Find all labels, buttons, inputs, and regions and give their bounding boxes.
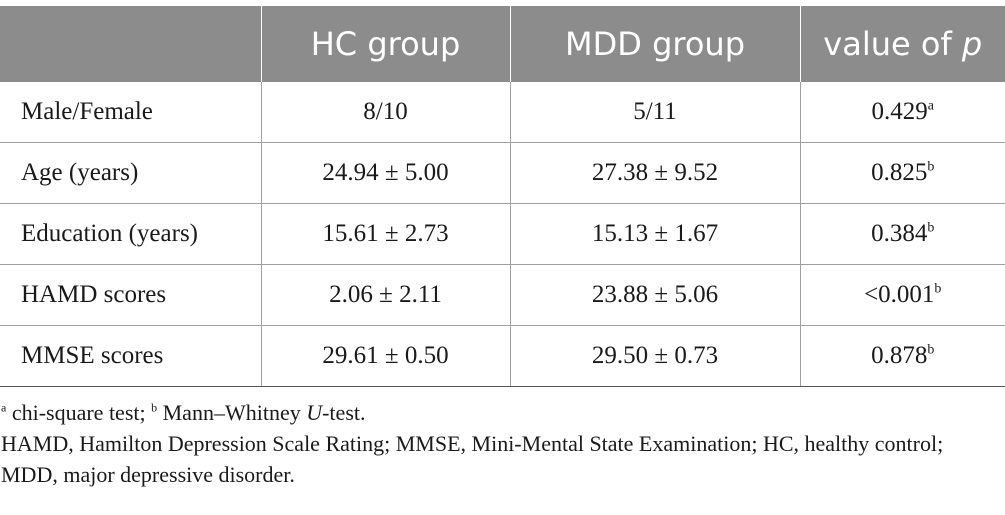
row-label: Male/Female bbox=[0, 82, 261, 143]
header-p-italic: p bbox=[961, 25, 983, 63]
row-label: HAMD scores bbox=[0, 264, 261, 326]
footnote-b-text: Mann–Whitney bbox=[157, 400, 307, 425]
p-value: 0.878b bbox=[799, 325, 1005, 387]
p-value-text: 0.878 bbox=[871, 342, 928, 369]
footnote-b-tail: -test. bbox=[322, 400, 366, 425]
p-value-superscript: b bbox=[927, 159, 935, 175]
table-row: HAMD scores 2.06 ± 2.11 23.88 ± 5.06 <0.001… bbox=[0, 264, 1005, 326]
header-hc-group: HC group bbox=[260, 6, 510, 82]
table-header: HC group MDD group value of p bbox=[0, 6, 1005, 82]
header-blank bbox=[0, 6, 261, 82]
p-value-superscript: b bbox=[927, 342, 935, 358]
hc-value: 29.61 ± 0.50 bbox=[260, 325, 510, 387]
demographics-table: HC group MDD group value of p Male/Femal… bbox=[0, 6, 1005, 387]
footnote-a-mark: a bbox=[1, 400, 7, 415]
p-value-superscript: b bbox=[934, 281, 942, 297]
header-p-value-label: value of bbox=[823, 25, 962, 63]
hc-value: 15.61 ± 2.73 bbox=[260, 203, 510, 265]
header-p-value: value of p bbox=[799, 6, 1005, 82]
p-value-text: 0.384 bbox=[871, 220, 928, 247]
mdd-value: 23.88 ± 5.06 bbox=[509, 264, 800, 326]
p-value: 0.429a bbox=[799, 82, 1005, 143]
row-label: MMSE scores bbox=[0, 325, 261, 387]
hc-value: 24.94 ± 5.00 bbox=[260, 142, 510, 204]
p-value-superscript: a bbox=[927, 98, 934, 114]
mdd-value: 27.38 ± 9.52 bbox=[509, 142, 800, 204]
table-body: Male/Female 8/10 5/11 0.429a Age (years) 24.9… bbox=[0, 82, 1005, 387]
footnote-abbreviations: HAMD, Hamilton Depression Scale Rating; … bbox=[1, 431, 944, 487]
p-value-text: 0.825 bbox=[871, 159, 928, 186]
footnote-tests: a chi-square test; b Mann–Whitney U-test… bbox=[1, 397, 1001, 428]
p-value-text: <0.001 bbox=[864, 281, 935, 308]
footnote-a-text: chi-square test; bbox=[6, 400, 152, 425]
mdd-value: 15.13 ± 1.67 bbox=[509, 203, 800, 265]
hc-value: 2.06 ± 2.11 bbox=[260, 264, 510, 326]
p-value: <0.001b bbox=[799, 264, 1005, 326]
p-value-superscript: b bbox=[927, 220, 935, 236]
table-footnotes: a chi-square test; b Mann–Whitney U-test… bbox=[1, 397, 1001, 490]
footnote-b-mark: b bbox=[151, 400, 158, 415]
header-row: HC group MDD group value of p bbox=[0, 6, 1005, 82]
row-label: Age (years) bbox=[0, 142, 261, 204]
table-row: Male/Female 8/10 5/11 0.429a bbox=[0, 82, 1005, 143]
hc-value: 8/10 bbox=[260, 82, 510, 143]
table-row: Age (years) 24.94 ± 5.00 27.38 ± 9.52 0.825… bbox=[0, 142, 1005, 204]
mdd-value: 5/11 bbox=[509, 82, 800, 143]
row-label: Education (years) bbox=[0, 203, 261, 265]
table-row: MMSE scores 29.61 ± 0.50 29.50 ± 0.73 0.878… bbox=[0, 325, 1005, 387]
p-value-text: 0.429 bbox=[871, 98, 928, 125]
footnote-u-italic: U bbox=[306, 400, 323, 425]
mdd-value: 29.50 ± 0.73 bbox=[509, 325, 800, 387]
header-mdd-group: MDD group bbox=[509, 6, 800, 82]
p-value: 0.825b bbox=[799, 142, 1005, 204]
p-value: 0.384b bbox=[799, 203, 1005, 265]
table-row: Education (years) 15.61 ± 2.73 15.13 ± 1.6… bbox=[0, 203, 1005, 265]
